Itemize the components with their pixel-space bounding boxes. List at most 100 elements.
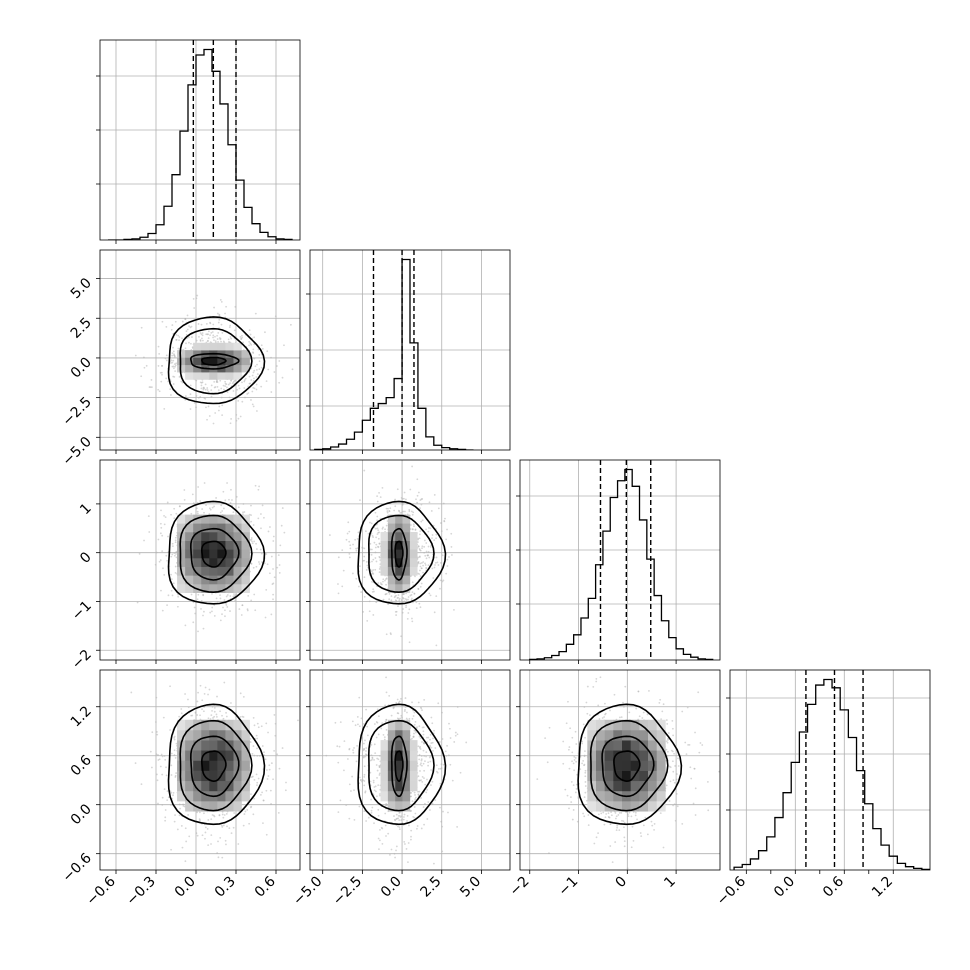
scatter-point [263,516,265,519]
scatter-point [195,406,197,409]
density-block [233,514,242,524]
scatter-point [174,541,177,544]
scatter-point [219,619,222,622]
scatter-point [212,323,215,326]
scatter-point [411,701,413,704]
scatter-point [376,515,379,518]
scatter-point [442,579,445,582]
scatter-point [219,379,222,382]
histogram-3 [733,678,930,870]
scatter-point [448,556,450,558]
scatter-point [258,368,261,370]
scatter-point [430,742,433,744]
scatter-point [362,723,365,725]
scatter-point [421,726,424,729]
density-block [209,540,218,550]
scatter-point [220,323,223,326]
density-block [193,740,202,751]
scatter-point [374,546,377,549]
scatter-point [213,339,215,342]
scatter-point [251,542,254,545]
density-block [241,760,250,771]
scatter-point [411,465,414,468]
scatter-point [387,507,389,510]
scatter-point [211,814,214,816]
scatter-point [232,390,235,392]
scatter-point [372,779,375,782]
scatter-point [422,749,425,752]
scatter-point [154,563,157,566]
scatter-point [398,811,401,814]
density-block [177,557,186,567]
scatter-point [283,531,286,534]
density-block [387,566,396,576]
scatter-point [170,764,173,767]
density-block [209,566,218,576]
scatter-point [395,701,398,704]
scatter-point [171,542,174,545]
scatter-point [395,845,398,848]
scatter-point [419,770,421,772]
scatter-point [426,741,429,743]
scatter-point [401,502,404,505]
scatter-point [265,553,268,555]
scatter-point [228,396,231,399]
scatter-point [427,801,430,803]
scatter-point [425,567,428,570]
scatter-point [193,606,196,609]
density-block [233,566,242,576]
scatter-point [375,736,378,739]
scatter-point [206,418,208,421]
scatter-point [170,774,173,776]
scatter-point [212,717,214,719]
scatter-point [353,789,355,792]
density-block [387,531,396,541]
scatter-point [155,753,158,756]
scatter-point [201,834,204,837]
scatter-point [219,299,222,301]
scatter-point [223,681,226,684]
scatter-point [179,807,182,810]
scatter-point [266,563,269,566]
scatter-point [171,545,174,548]
scatter-point [384,824,387,827]
scatter-point [163,755,166,757]
scatter-point [176,605,179,608]
scatter-point [189,384,192,387]
scatter-point [196,598,199,601]
scatter-point [140,783,143,786]
scatter-point [442,763,445,766]
scatter-point [259,793,262,796]
scatter-point [385,802,388,805]
density-block [225,584,234,593]
scatter-point [228,326,231,329]
scatter-point [373,541,376,544]
scatter-point [215,713,218,716]
scatter-point [337,811,340,813]
scatter-point [423,551,426,554]
scatter-point [163,574,166,576]
scatter-point [253,357,256,360]
scatter-point [173,517,176,520]
scatter-point [291,368,294,371]
scatter-point [204,826,207,829]
density-block [233,372,242,380]
scatter-point [407,861,409,864]
scatter-point [423,755,426,757]
density-block [395,760,403,771]
scatter-point [173,820,176,823]
scatter-point [441,850,444,853]
scatter-point [197,593,200,596]
scatter-point [225,595,228,598]
density-block [201,575,210,585]
scatter-point [206,387,209,389]
scatter-point [425,755,427,758]
scatter-point [427,530,430,533]
scatter-point [418,779,421,782]
scatter-point [431,802,434,805]
density-block [241,557,250,567]
scatter-point [412,815,415,818]
scatter-point [262,799,265,802]
scatter-point [429,745,432,748]
scatter-point [406,820,408,822]
